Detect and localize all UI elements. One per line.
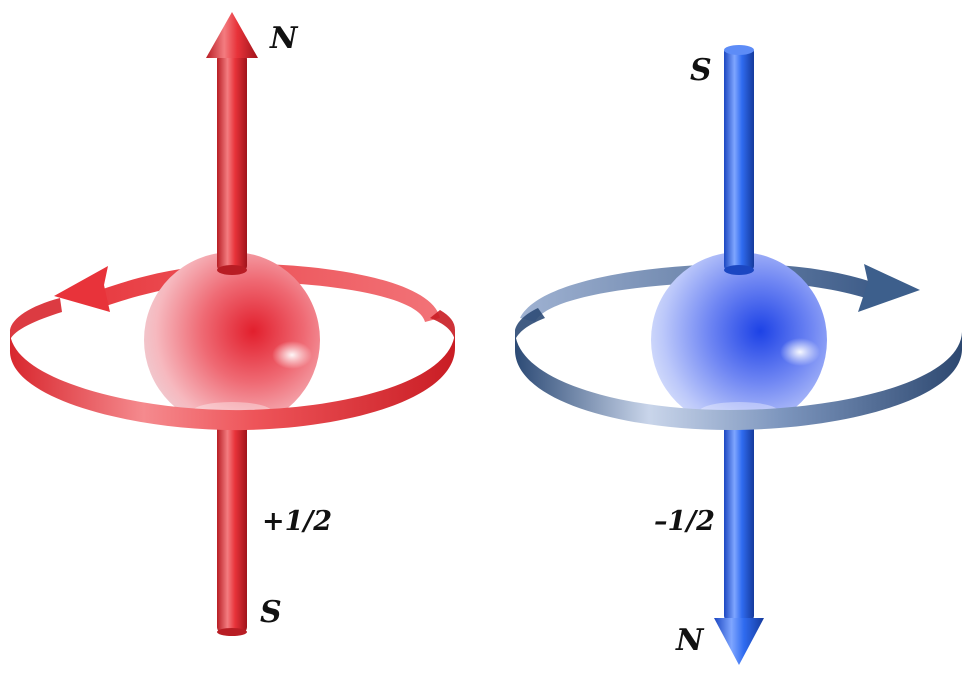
blue-ring-front xyxy=(515,330,962,430)
red-bottom-pole-label: S xyxy=(260,595,282,630)
red-top-pole-label: N xyxy=(269,21,299,56)
red-ring-front xyxy=(9,330,455,431)
red-rod-upper xyxy=(217,55,247,270)
red-sphere xyxy=(144,252,320,428)
blue-top-pole-label: S xyxy=(690,53,712,88)
red-arrow-up-icon xyxy=(206,12,258,58)
spin-down-electron: S –1/2 N xyxy=(515,45,962,665)
spin-up-electron: N +1/2 S xyxy=(9,12,455,636)
blue-rod-upper xyxy=(724,48,754,270)
blue-rod-lower xyxy=(724,398,754,620)
blue-sphere xyxy=(651,252,827,428)
blue-spin-value: –1/2 xyxy=(654,506,715,537)
red-rod-lower xyxy=(217,398,247,633)
red-spin-value: +1/2 xyxy=(262,506,332,537)
blue-arrow-down-icon xyxy=(714,618,764,665)
blue-bottom-pole-label: N xyxy=(675,623,705,658)
blue-ring-arrowhead-icon xyxy=(858,264,920,312)
red-ring-arrowhead-icon xyxy=(54,266,110,312)
